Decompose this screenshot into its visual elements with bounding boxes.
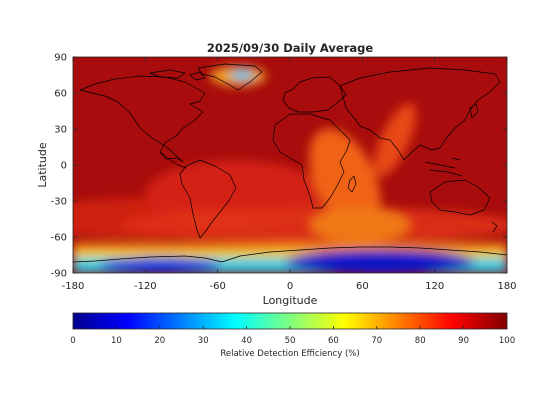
heatmap-low-east-antarctic xyxy=(285,250,475,273)
heatmap-features xyxy=(73,66,507,273)
coast-south-america xyxy=(179,159,237,239)
x-tick-label: 120 xyxy=(425,281,444,292)
coast-new-zealand xyxy=(491,221,498,233)
x-tick-label: 180 xyxy=(497,281,516,292)
colorbar-tick-label: 30 xyxy=(198,336,209,346)
y-tick-label: 90 xyxy=(54,53,67,64)
colorbar-tick-label: 70 xyxy=(371,336,382,346)
y-tick-label: -30 xyxy=(51,197,67,208)
colorbar-ticks: 0 10 20 30 40 50 60 70 80 90 100 xyxy=(70,326,515,346)
coast-europe xyxy=(282,76,347,113)
colorbar-tick-label: 50 xyxy=(285,336,296,346)
coast-greenland xyxy=(197,63,263,91)
colorbar-tick-label: 60 xyxy=(328,336,339,346)
coast-africa xyxy=(272,113,351,209)
heatmap-plume-indian-south xyxy=(310,207,410,243)
chart-title: 2025/09/30 Daily Average xyxy=(207,41,374,55)
x-tick-label: -120 xyxy=(134,281,157,292)
colorbar-tick-label: 40 xyxy=(241,336,252,346)
colorbar-tick-label: 100 xyxy=(499,336,515,346)
coast-australia xyxy=(429,179,491,216)
heatmap-plume-africa xyxy=(309,128,381,232)
coast-canadian-islands xyxy=(149,69,206,81)
coast-north-america xyxy=(79,75,206,163)
y-tick-label: -90 xyxy=(51,269,67,280)
x-axis-ticks: -180 -120 -60 0 60 120 180 xyxy=(62,57,517,292)
y-tick-label: -60 xyxy=(51,233,67,244)
heatmap-greenland-inner xyxy=(230,70,254,80)
colorbar-tick-label: 0 xyxy=(70,336,75,346)
heatmap-low-south-pacific xyxy=(100,257,220,273)
heatmap-field xyxy=(73,57,507,273)
coast-central-america xyxy=(159,151,187,169)
heatmap-plume-arabia xyxy=(373,103,417,177)
colorbar-tick-label: 80 xyxy=(415,336,426,346)
y-tick-label: 60 xyxy=(54,89,67,100)
y-tick-label: 0 xyxy=(61,161,67,172)
x-tick-label: 0 xyxy=(287,281,293,292)
colorbar-tick-label: 20 xyxy=(154,336,165,346)
coast-asia xyxy=(339,67,501,161)
x-axis-label: Longitude xyxy=(263,294,318,307)
coast-madagascar xyxy=(347,175,357,193)
colorbar-tick-label: 10 xyxy=(111,336,122,346)
coast-antarctica xyxy=(73,246,507,263)
y-tick-label: 30 xyxy=(54,125,67,136)
coast-japan xyxy=(469,103,479,119)
y-axis-label: Latitude xyxy=(36,142,49,188)
coastlines xyxy=(73,63,507,263)
y-axis-ticks: -90 -60 -30 0 30 60 90 xyxy=(51,53,507,280)
coast-indonesia xyxy=(424,157,463,177)
x-tick-label: 60 xyxy=(356,281,369,292)
colorbar-label: Relative Detection Efficiency (%) xyxy=(220,349,359,359)
x-tick-label: -60 xyxy=(209,281,225,292)
colorbar-tick-label: 90 xyxy=(458,336,469,346)
x-tick-label: -180 xyxy=(62,281,85,292)
